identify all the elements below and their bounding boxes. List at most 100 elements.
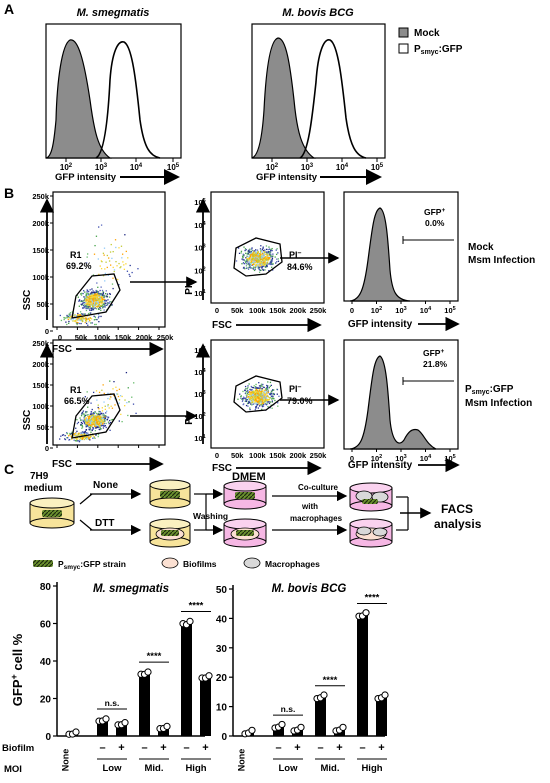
- dot: [94, 425, 96, 427]
- dot: [86, 253, 89, 255]
- dot: [259, 394, 262, 396]
- dot: [252, 268, 255, 270]
- dot: [118, 247, 120, 249]
- dot: [244, 268, 246, 270]
- row-label-moi: MOI: [4, 764, 22, 775]
- dot: [94, 316, 97, 318]
- dot: [104, 420, 106, 422]
- dot: [106, 293, 109, 295]
- dot: [250, 385, 252, 388]
- dot: [107, 421, 110, 423]
- dot: [278, 395, 280, 397]
- dish-dmem-2: [223, 518, 267, 548]
- dot: [261, 408, 263, 411]
- dot: [78, 314, 80, 316]
- dot: [264, 259, 266, 262]
- dot: [74, 320, 77, 322]
- dot: [267, 251, 269, 253]
- tick-label: 104: [336, 163, 349, 172]
- dot: [102, 304, 104, 307]
- dot: [84, 435, 87, 438]
- dot: [116, 389, 118, 392]
- dot: [103, 417, 106, 419]
- dot: [262, 401, 264, 404]
- bar-chart-title: M. bovis BCG: [272, 583, 347, 595]
- y-tick-label: 20: [216, 673, 228, 684]
- dot: [256, 259, 258, 261]
- dish-dmem-1: [223, 480, 267, 510]
- dot: [258, 264, 260, 266]
- dot: [60, 435, 62, 437]
- dot: [265, 387, 268, 389]
- dot: [93, 412, 96, 415]
- dot: [96, 302, 98, 305]
- tick-label: 104: [420, 454, 432, 463]
- dot: [132, 403, 135, 405]
- dot: [259, 259, 261, 262]
- dot: [84, 396, 86, 398]
- dot: [115, 386, 117, 388]
- dot: [95, 419, 97, 422]
- dot: [259, 392, 261, 394]
- dot: [271, 407, 273, 409]
- dot: [248, 393, 250, 396]
- dot: [249, 392, 251, 394]
- dot: [262, 257, 264, 259]
- dot: [103, 296, 105, 298]
- dot: [84, 297, 86, 300]
- bar: [273, 727, 284, 736]
- dot: [81, 411, 84, 414]
- dot: [95, 298, 97, 301]
- dot: [242, 253, 244, 255]
- tick-label: 102: [60, 163, 73, 172]
- dot: [260, 397, 262, 399]
- dot: [77, 438, 79, 440]
- dot: [102, 427, 105, 429]
- dot: [96, 424, 98, 426]
- dot: [100, 292, 103, 295]
- dot: [77, 439, 79, 442]
- dot: [95, 414, 98, 417]
- dot: [84, 414, 87, 417]
- dot: [103, 302, 105, 304]
- dot: [116, 265, 118, 267]
- dot: [254, 391, 256, 394]
- dot: [67, 437, 69, 439]
- dot: [262, 400, 264, 402]
- dot: [84, 302, 86, 304]
- dot: [95, 235, 98, 237]
- dot: [101, 424, 103, 427]
- dot: [104, 272, 107, 275]
- dot: [94, 244, 96, 247]
- dot: [267, 260, 269, 262]
- dot: [91, 305, 94, 308]
- y-tick-label: 0: [221, 732, 227, 743]
- dot: [109, 301, 111, 303]
- dot: [109, 398, 111, 400]
- dot: [249, 265, 251, 267]
- dot: [267, 248, 269, 251]
- dot: [264, 257, 266, 260]
- dot: [100, 413, 102, 415]
- dot: [69, 315, 72, 318]
- dot: [70, 315, 73, 318]
- dot: [86, 256, 88, 258]
- dot: [256, 256, 259, 258]
- gfp-hist-row1: GFP+ 0.0%: [343, 191, 459, 302]
- dot: [104, 302, 106, 304]
- dot: [94, 417, 96, 420]
- dot: [248, 256, 250, 258]
- tick-label: 105: [444, 306, 455, 315]
- y-tick-label: 50: [216, 585, 228, 596]
- dot: [137, 268, 139, 270]
- dot: [92, 307, 94, 309]
- dot: [62, 434, 65, 436]
- dot: [258, 265, 260, 267]
- dot: [84, 421, 87, 423]
- dot: [80, 434, 82, 436]
- dot: [261, 399, 263, 402]
- dot: [78, 322, 81, 325]
- dot: [99, 299, 101, 301]
- dot: [93, 418, 95, 420]
- dot: [262, 390, 264, 392]
